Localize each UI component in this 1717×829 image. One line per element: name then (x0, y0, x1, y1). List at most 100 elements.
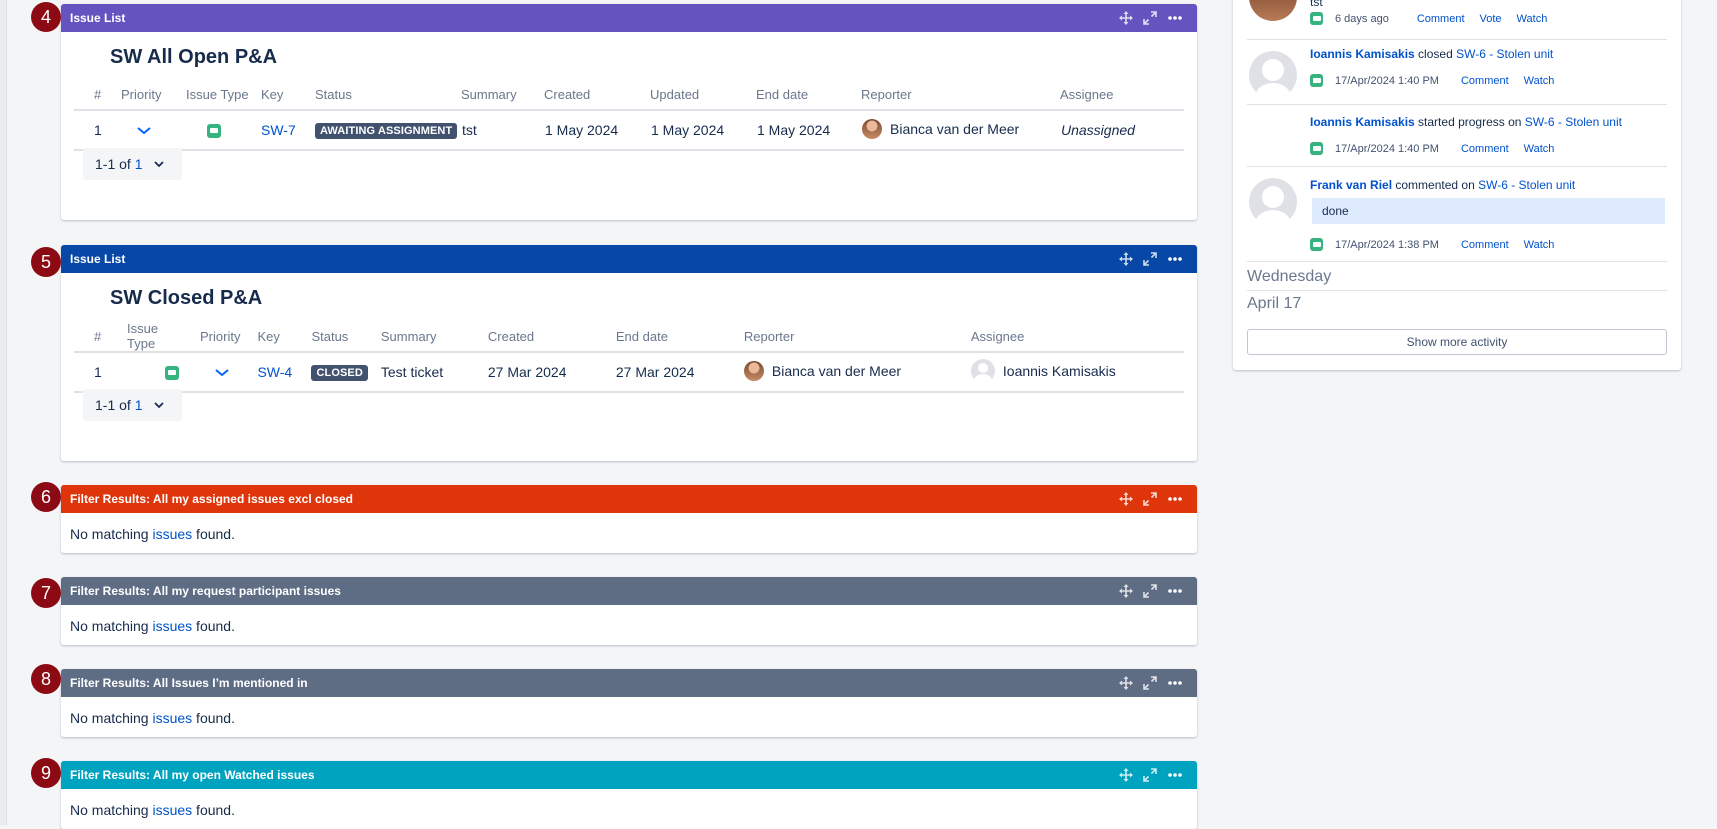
filter-results-gadget: Filter Results: All my open Watched issu… (61, 761, 1197, 829)
move-icon[interactable] (1119, 676, 1133, 690)
col-header[interactable]: Priority (182, 321, 241, 353)
col-header[interactable]: Created (475, 321, 604, 353)
activity-entry: Frank van Riel commented on SW-6 - Stole… (1310, 178, 1576, 192)
row-number: 1 (74, 110, 104, 151)
avatar (1249, 178, 1297, 226)
issue-key-link[interactable]: SW-6 (1524, 115, 1555, 129)
created-date: 27 Mar 2024 (475, 352, 604, 393)
col-header[interactable]: Summary (368, 321, 476, 353)
col-header[interactable]: Issue Type (104, 321, 182, 353)
expand-icon[interactable] (1143, 584, 1157, 598)
table-row[interactable]: 1 SW-4 CLOSED Test ticket 27 Mar 2024 27… (74, 352, 1184, 393)
comment-link[interactable]: Comment (1460, 238, 1509, 251)
vote-link[interactable]: Vote (1479, 12, 1502, 25)
issue-key-link[interactable]: SW-6 (1456, 47, 1486, 61)
more-icon[interactable] (1167, 584, 1183, 598)
issues-link[interactable]: issues (152, 710, 193, 726)
watch-link[interactable]: Watch (1516, 12, 1548, 25)
pagination-total[interactable]: 1 (134, 397, 143, 413)
show-more-activity-button[interactable]: Show more activity (1247, 329, 1667, 355)
col-header[interactable]: End date (756, 80, 861, 111)
pagination-total[interactable]: 1 (134, 156, 143, 172)
col-header[interactable]: Key (240, 321, 295, 353)
activity-entry: Ioannis Kamisakis started progress on SW… (1310, 115, 1622, 129)
service-request-icon (207, 124, 221, 139)
more-icon[interactable] (1167, 492, 1183, 506)
gadget-header[interactable]: Filter Results: All my open Watched issu… (61, 761, 1197, 789)
issues-link[interactable]: issues (152, 526, 193, 542)
service-request-icon (1310, 238, 1323, 251)
col-header[interactable]: Updated (650, 80, 756, 111)
watch-link[interactable]: Watch (1523, 142, 1555, 155)
gadget-header[interactable]: Filter Results: All my request participa… (61, 577, 1197, 605)
comment-link[interactable]: Comment (1416, 12, 1465, 25)
activity-time: 17/Apr/2024 1:38 PM (1335, 238, 1439, 251)
status-lozenge: AWAITING ASSIGNMENT (315, 123, 458, 139)
activity-day-heading: Wednesday (1247, 268, 1332, 285)
issue-title-link[interactable]: - Stolen unit (1554, 115, 1622, 129)
col-header[interactable]: Key (249, 80, 303, 111)
issue-key-link[interactable]: SW-4 (257, 364, 293, 380)
issue-summary[interactable]: tst (461, 110, 544, 151)
more-icon[interactable] (1167, 252, 1183, 266)
assignee-name[interactable]: Ioannis Kamisakis (1002, 362, 1116, 379)
issue-key-link[interactable]: SW-7 (261, 122, 296, 138)
col-header[interactable]: Issue Type (172, 80, 249, 111)
issue-key-link[interactable]: SW-6 (1478, 178, 1508, 192)
user-link[interactable]: Ioannis Kamisakis (1310, 115, 1415, 129)
watch-link[interactable]: Watch (1523, 74, 1555, 87)
filter-results-gadget: Filter Results: All Issues I’m mentioned… (61, 669, 1197, 737)
avatar (1249, 51, 1297, 99)
more-icon[interactable] (1167, 676, 1183, 690)
expand-icon[interactable] (1143, 492, 1157, 506)
col-header[interactable]: Priority (104, 80, 172, 111)
move-icon[interactable] (1119, 252, 1133, 266)
col-header[interactable]: End date (603, 321, 732, 353)
user-link[interactable]: Frank van Riel (1310, 178, 1393, 192)
gadget-header[interactable]: Issue List (61, 4, 1197, 32)
expand-icon[interactable] (1143, 252, 1157, 266)
comment-link[interactable]: Comment (1460, 74, 1509, 87)
watch-link[interactable]: Watch (1523, 238, 1555, 251)
table-header-row: # Priority Issue Type Key Status Summary… (74, 80, 1184, 111)
no-results-message: No matching issues found. (70, 618, 235, 634)
gadget-header[interactable]: Filter Results: All my assigned issues e… (61, 485, 1197, 513)
issue-title-link[interactable]: - Stolen unit (1507, 178, 1576, 192)
reporter-name[interactable]: Bianca van der Meer (771, 362, 902, 379)
user-link[interactable]: Ioannis Kamisakis (1310, 47, 1415, 61)
col-header[interactable]: Assignee (958, 321, 1184, 353)
pagination-control[interactable]: 1-1 of 1 (83, 389, 182, 421)
col-header[interactable]: Status (294, 321, 369, 353)
pagination-control[interactable]: 1-1 of 1 (83, 148, 182, 180)
col-header[interactable]: Reporter (861, 80, 1060, 111)
col-header[interactable]: Reporter (731, 321, 959, 353)
move-icon[interactable] (1119, 768, 1133, 782)
activity-divider (1247, 262, 1667, 291)
more-icon[interactable] (1167, 768, 1183, 782)
issues-link[interactable]: issues (152, 802, 193, 818)
col-header[interactable]: Status (303, 80, 461, 111)
pagination-text: 1-1 of (95, 156, 135, 172)
service-request-icon (165, 366, 179, 381)
reporter-name[interactable]: Bianca van der Meer (890, 120, 1020, 137)
issue-title-link[interactable]: - Stolen unit (1485, 47, 1554, 61)
issues-link[interactable]: issues (152, 618, 193, 634)
gadget-header[interactable]: Issue List (61, 245, 1197, 273)
expand-icon[interactable] (1143, 11, 1157, 25)
col-header[interactable]: Summary (461, 80, 544, 111)
col-header[interactable]: Created (544, 80, 650, 111)
service-request-icon (1310, 142, 1323, 155)
expand-icon[interactable] (1143, 676, 1157, 690)
issue-table: # Issue Type Priority Key Status Summary… (74, 321, 1184, 393)
move-icon[interactable] (1119, 492, 1133, 506)
gadget-header[interactable]: Filter Results: All Issues I’m mentioned… (61, 669, 1197, 697)
table-row[interactable]: 1 SW-7 AWAITING ASSIGNMENT tst 1 May 202… (74, 110, 1184, 151)
more-icon[interactable] (1167, 11, 1183, 25)
issue-summary[interactable]: Test ticket (368, 352, 476, 393)
service-request-icon (1310, 12, 1323, 25)
col-header[interactable]: Assignee (1060, 80, 1184, 111)
expand-icon[interactable] (1143, 768, 1157, 782)
move-icon[interactable] (1119, 584, 1133, 598)
move-icon[interactable] (1119, 11, 1133, 25)
comment-link[interactable]: Comment (1460, 142, 1509, 155)
